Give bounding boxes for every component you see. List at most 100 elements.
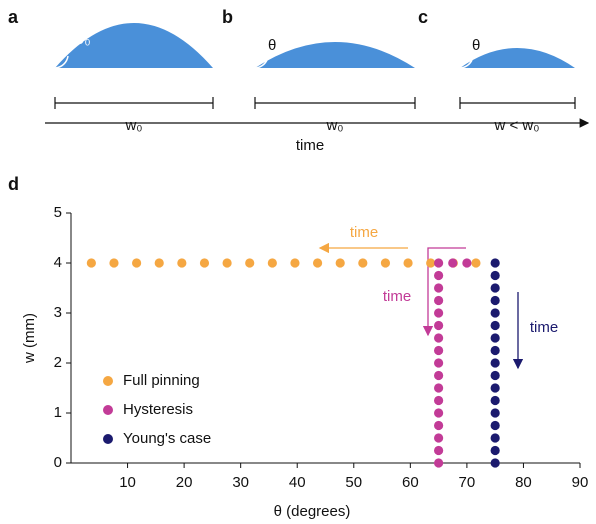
width-label: w < w₀: [494, 117, 540, 134]
point: [434, 320, 444, 331]
point: [471, 258, 481, 268]
angle-label: θ: [472, 37, 480, 54]
point: [380, 258, 391, 268]
angle-arc: [54, 55, 69, 69]
point: [490, 370, 500, 381]
droplet: [460, 48, 575, 68]
point: [490, 283, 500, 293]
point: [434, 333, 444, 343]
y-tick-label: 2: [54, 354, 62, 371]
point: [132, 258, 142, 268]
y-axis-label: w (mm): [21, 313, 38, 364]
point: [403, 258, 413, 268]
droplets: [45, 23, 590, 128]
point: [434, 345, 444, 356]
y-tick-label: 3: [54, 304, 62, 321]
angle-arc: [254, 59, 268, 69]
x-tick-label: 60: [402, 474, 419, 491]
point: [267, 258, 277, 268]
legend-label: Hysteresis: [123, 401, 193, 418]
width-bars: [54, 97, 576, 109]
x-tick-label: 90: [572, 474, 589, 491]
point: [199, 258, 210, 268]
point: [434, 458, 444, 468]
point: [490, 383, 500, 393]
panel-letter: c: [418, 7, 428, 27]
point: [358, 258, 368, 268]
point: [490, 258, 500, 268]
point: [154, 258, 164, 268]
point: [434, 408, 444, 418]
y-tick-label: 4: [54, 254, 62, 271]
point: [222, 258, 232, 268]
point: [490, 433, 500, 443]
angle-label: θ: [268, 37, 276, 54]
panel-letter: d: [8, 174, 19, 194]
point: [434, 433, 444, 443]
point: [490, 458, 500, 468]
droplet: [255, 42, 415, 68]
angle-arc: [459, 59, 473, 69]
x-tick-label: 20: [176, 474, 193, 491]
x-tick-label: 30: [232, 474, 249, 491]
point: [177, 258, 187, 268]
point: [448, 258, 458, 268]
point: [245, 258, 255, 268]
point: [434, 370, 444, 381]
point: [490, 358, 500, 368]
x-tick-label: 70: [459, 474, 476, 491]
point: [109, 258, 119, 268]
point: [434, 383, 444, 393]
point: [434, 308, 444, 318]
point: [434, 295, 444, 306]
x-tick-label: 80: [515, 474, 532, 491]
y-tick-label: 0: [54, 454, 62, 471]
x-axis-label: θ (degrees): [274, 503, 351, 520]
point: [434, 283, 444, 293]
point: [86, 258, 96, 268]
annotation: time: [530, 319, 558, 336]
point: [490, 420, 500, 431]
point: [462, 258, 472, 268]
legend-label: Full pinning: [123, 372, 200, 389]
legend-label: Young's case: [123, 430, 211, 447]
point: [490, 395, 500, 406]
point: [434, 395, 444, 406]
point: [434, 258, 444, 268]
annotation: time: [383, 288, 411, 305]
width-label: w₀: [124, 117, 142, 134]
point: [490, 270, 500, 281]
legend-marker: [103, 434, 113, 444]
x-tick-label: 40: [289, 474, 306, 491]
point: [434, 420, 444, 431]
legend-marker: [103, 405, 113, 415]
width-label: w₀: [325, 117, 343, 134]
panel-letter: b: [222, 7, 233, 27]
y-tick-label: 5: [54, 204, 62, 221]
point: [434, 358, 444, 368]
x-tick-label: 50: [345, 474, 362, 491]
droplet: [55, 23, 213, 68]
point: [426, 258, 436, 268]
legend-marker: [103, 376, 113, 386]
point: [434, 270, 444, 281]
panel-letter: a: [8, 7, 19, 27]
point: [490, 408, 500, 418]
point: [434, 445, 444, 456]
angle-label: θ₀: [76, 31, 91, 48]
point: [490, 308, 500, 318]
point: [490, 345, 500, 356]
annotation-arrows: [318, 242, 524, 370]
point: [490, 445, 500, 456]
point: [312, 258, 323, 268]
point: [490, 320, 500, 331]
point: [290, 258, 300, 268]
annotation: time: [350, 224, 378, 241]
x-tick-label: 10: [119, 474, 136, 491]
point: [490, 295, 500, 306]
point: [335, 258, 345, 268]
y-tick-label: 1: [54, 404, 62, 421]
point: [490, 333, 500, 343]
time-label: time: [296, 137, 324, 154]
